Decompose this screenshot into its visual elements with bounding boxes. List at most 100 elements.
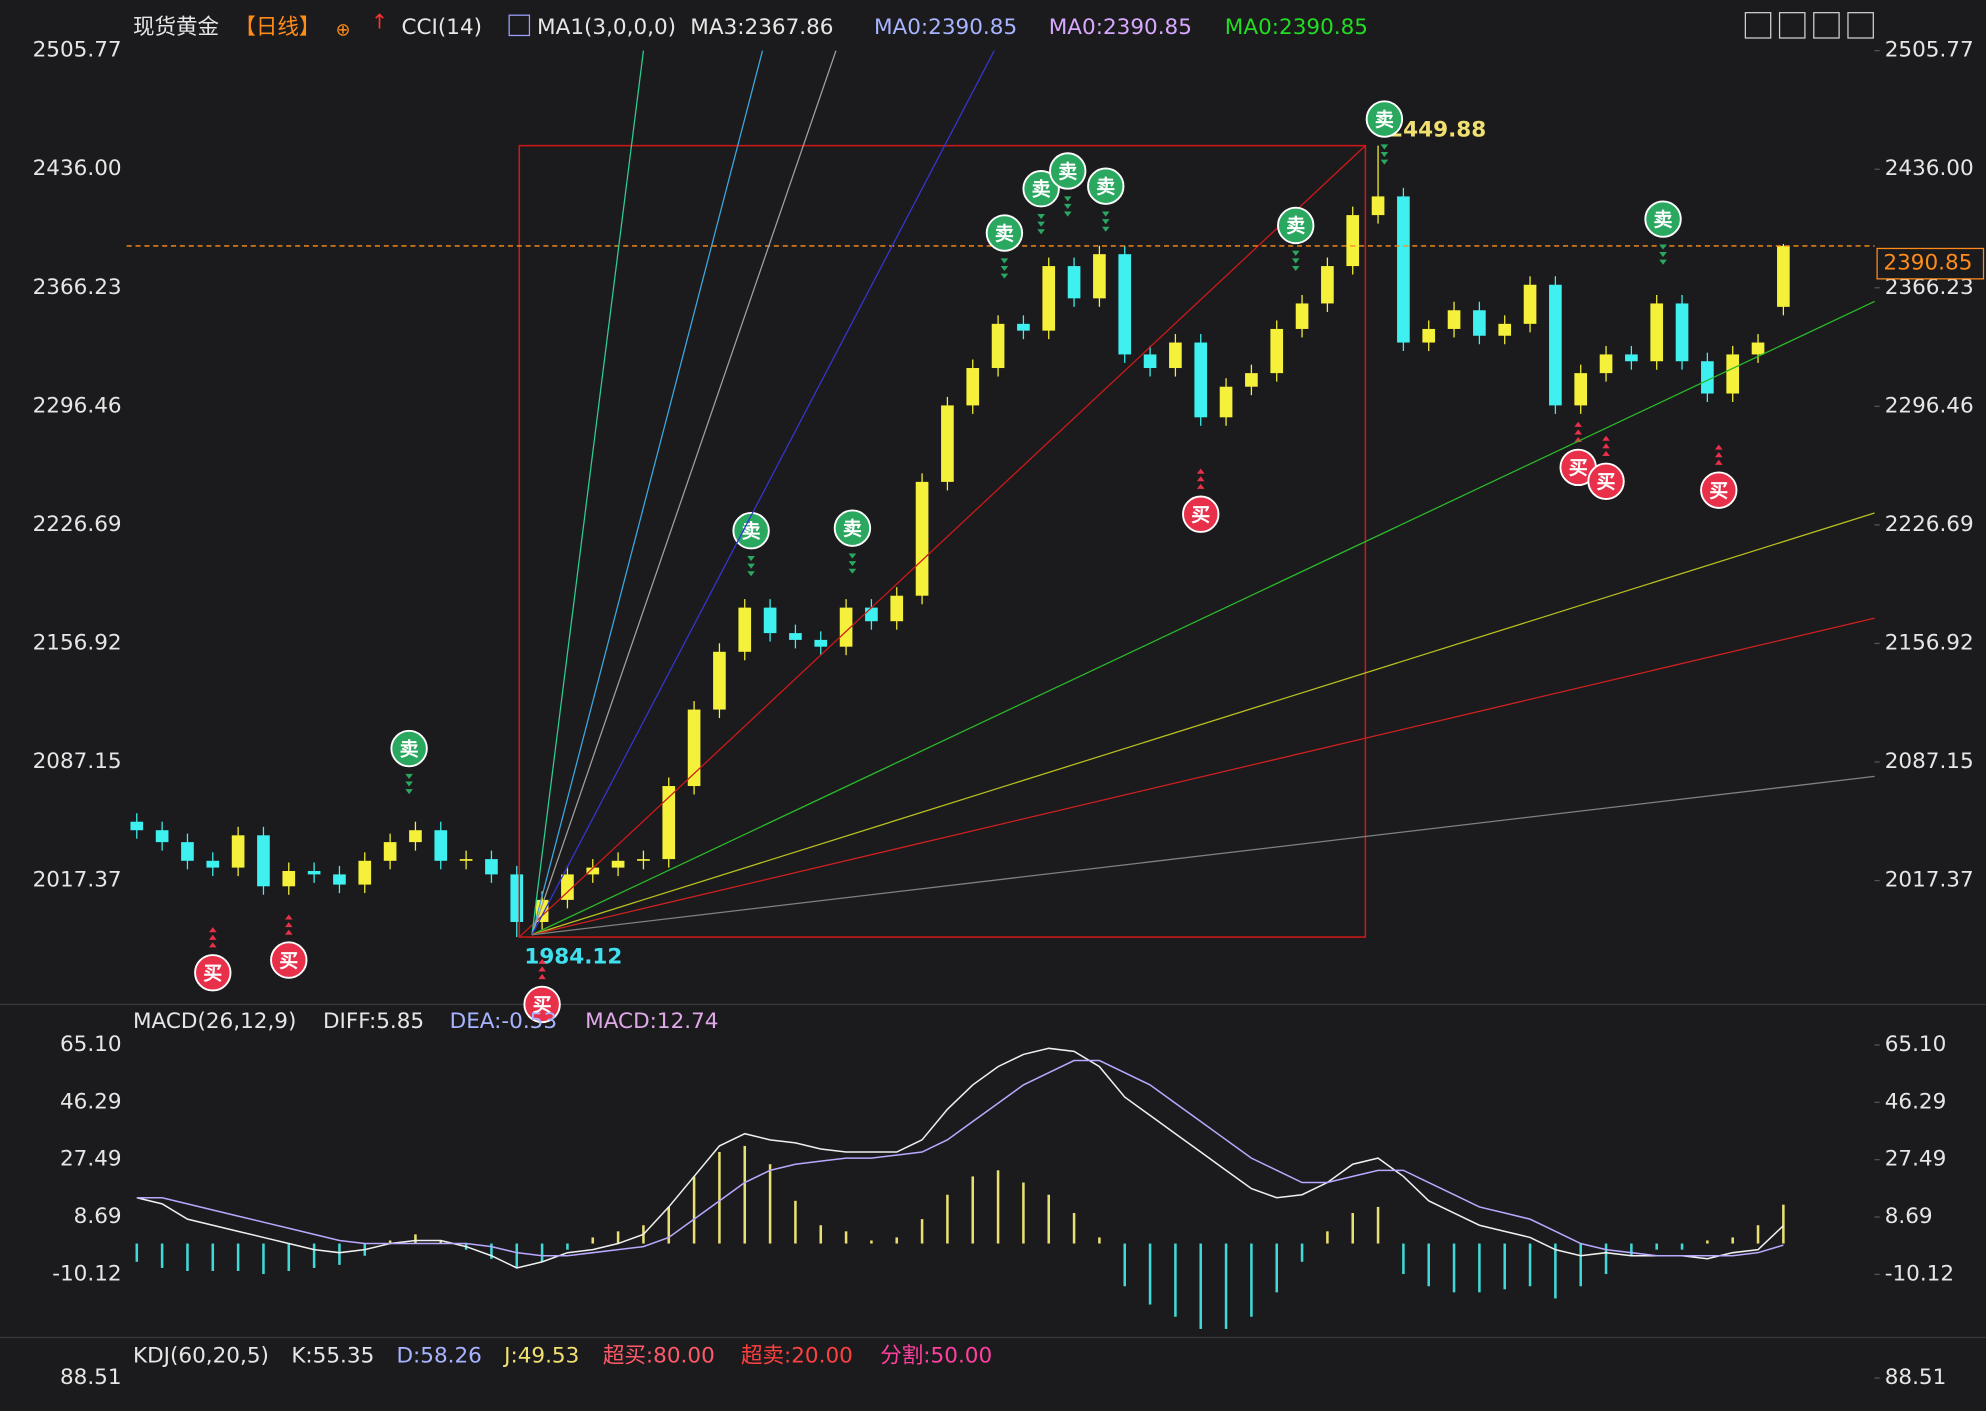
candle-body [1397, 196, 1410, 343]
tool-button[interactable] [1744, 12, 1772, 39]
candle-body [535, 899, 549, 922]
candle-body [1245, 373, 1258, 387]
candle-body [1169, 342, 1182, 369]
candle-body [1067, 266, 1081, 299]
macd-bar [1731, 1237, 1734, 1244]
y-tick-label: -10.12 [52, 1261, 121, 1286]
header-item: DIFF:5.85 [323, 1009, 424, 1034]
macd-bar [236, 1243, 240, 1271]
macd-bar [414, 1234, 417, 1244]
candle-body [1017, 323, 1030, 331]
candle-body [561, 874, 574, 900]
macd-bar [160, 1243, 164, 1268]
y-tick-label-right: 2156.92 [1885, 630, 1974, 655]
y-tick-label: 88.51 [60, 1365, 122, 1390]
macd-bar [1047, 1194, 1051, 1244]
y-tick-label: 2226.69 [33, 512, 122, 537]
macd-bar [1478, 1243, 1481, 1293]
y-tick-label-right: 8.69 [1885, 1204, 1933, 1229]
candle-body [789, 633, 802, 640]
macd-bar [743, 1145, 747, 1244]
signal-arrow [284, 922, 293, 928]
signal-label: 卖 [1286, 215, 1305, 237]
macd-bar [920, 1219, 924, 1244]
signal-arrow [284, 929, 293, 935]
candle-body [1118, 254, 1132, 355]
signal-arrow [1063, 211, 1072, 217]
tool-button[interactable] [1813, 12, 1840, 39]
fan-line [531, 50, 837, 935]
macd-bar [616, 1231, 620, 1244]
macd-bar [1503, 1243, 1506, 1290]
signal-arrow [1196, 476, 1205, 482]
price-box [1876, 247, 1985, 280]
y-tick-label: 2505.77 [33, 38, 122, 63]
candle-body [1777, 245, 1790, 307]
signal-arrow [1659, 244, 1667, 250]
candle-body [181, 842, 194, 861]
signal-arrow [1037, 221, 1045, 227]
signal-arrow [1196, 468, 1205, 474]
header-item: DEA:-0.53 [450, 1009, 557, 1034]
candle-body [1599, 354, 1613, 374]
y-tick-label-right: -10.12 [1885, 1261, 1954, 1286]
y-tick-label-right: 65.10 [1885, 1032, 1947, 1057]
signal-arrow [1101, 211, 1110, 217]
header-item: KDJ(60,20,5) [133, 1344, 269, 1369]
candle-body [586, 867, 600, 875]
candle-body [510, 874, 524, 922]
candle-body [409, 830, 422, 843]
header-item: MA3:2367.86 [690, 15, 833, 40]
macd-line [136, 1047, 1784, 1269]
signal-marker [390, 729, 428, 768]
candle-body [1675, 303, 1689, 362]
candle-body [206, 860, 220, 868]
fan-line [531, 300, 1875, 936]
signal-arrow [1196, 483, 1205, 489]
macd-bar [1275, 1243, 1278, 1293]
candle-body [155, 830, 169, 843]
fan-line [531, 775, 1875, 936]
candle-body [1321, 266, 1334, 304]
signal-arrow [208, 927, 217, 933]
signal-arrow [1714, 452, 1723, 458]
candle-body [1194, 342, 1208, 418]
signal-marker [1365, 100, 1404, 138]
signal-marker [1087, 167, 1125, 205]
candle-body [130, 821, 144, 831]
macd-bar [1680, 1243, 1684, 1250]
macd-bar [1655, 1243, 1658, 1250]
tool-button[interactable] [1778, 12, 1806, 39]
header-item: 【日线】 [234, 15, 320, 40]
candle-body [1726, 354, 1740, 394]
y-tick-label-right: 2436.00 [1885, 156, 1974, 181]
signal-arrow [538, 958, 546, 964]
macd-bar [1148, 1243, 1152, 1305]
macd-bar [1706, 1240, 1709, 1244]
candle-body [1219, 386, 1233, 418]
macd-bar [1300, 1243, 1304, 1262]
y-tick-label: 2156.92 [33, 630, 122, 655]
y-tick-label: 27.49 [60, 1147, 122, 1172]
macd-bar [1351, 1213, 1354, 1244]
signal-arrow [747, 556, 755, 562]
header-item: MACD:12.74 [585, 1009, 718, 1034]
signal-label: 卖 [1058, 161, 1077, 183]
signal-label: 卖 [742, 520, 761, 542]
macd-bar [1224, 1243, 1228, 1329]
macd-bar [996, 1170, 1000, 1244]
macd-bar [262, 1243, 265, 1275]
candle-body [814, 639, 828, 647]
signal-arrow [1291, 250, 1300, 256]
macd-bar [819, 1225, 823, 1244]
icon: ↑ [371, 9, 388, 33]
macd-bar [566, 1243, 569, 1250]
candle-body [991, 323, 1005, 369]
candle-body [1498, 323, 1512, 336]
signal-marker [833, 509, 872, 547]
signal-arrow [538, 974, 546, 980]
tool-button[interactable] [1847, 12, 1874, 39]
macd-bar [388, 1240, 392, 1244]
macd-bar [946, 1194, 949, 1244]
header-item: MACD(26,12,9) [133, 1009, 296, 1034]
